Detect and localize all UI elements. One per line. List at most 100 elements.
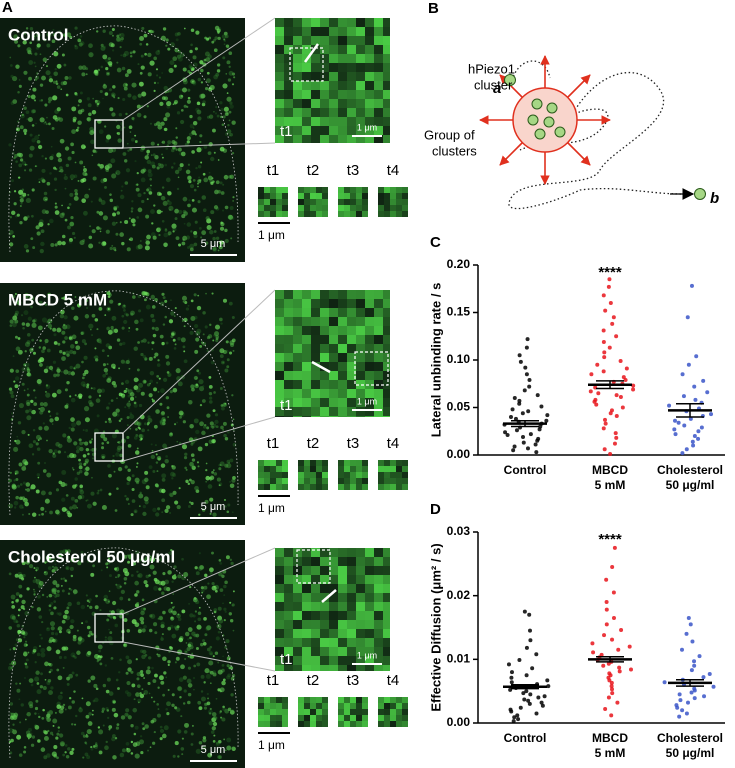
roi-box [94,432,124,462]
pixel [338,63,347,72]
speckle [44,103,48,107]
speckle [62,323,66,327]
speckle [140,340,144,343]
speckle [88,243,94,249]
speckle [116,124,121,130]
speckle [162,610,166,615]
pixel [347,407,356,416]
speckle [126,424,129,426]
speckle [230,693,234,697]
pixel [384,709,390,715]
pixel [304,478,310,484]
speckle [35,569,38,572]
speckle [13,380,16,383]
data-point [694,354,699,359]
speckle [42,422,45,425]
speckle [35,442,39,446]
speckle [79,706,82,709]
speckle [214,189,219,195]
data-point [518,705,523,710]
speckle [139,739,145,745]
speckle [41,179,46,183]
pixel [365,308,374,317]
speckle [70,619,75,624]
pixel [320,335,329,344]
speckle [40,648,46,654]
speckle [127,394,131,398]
speckle [57,116,61,120]
speckle [86,499,89,502]
pixel [302,126,311,135]
speckle [135,327,139,331]
speckle [45,365,50,370]
speckle [17,90,20,94]
speckle [161,72,164,74]
speckle [226,675,231,680]
speckle [171,703,175,708]
speckle [199,565,204,570]
trajectory [519,108,609,151]
speckle [119,46,122,49]
data-point [527,612,532,617]
pixel [390,199,396,205]
speckle [14,376,20,381]
speckle [130,137,135,142]
data-point [627,644,632,649]
pixel [276,187,282,193]
pixel [258,211,264,217]
speckle [16,734,22,740]
speckle [17,421,22,425]
speckle [115,205,119,209]
speckle [128,217,131,220]
speckle [59,350,63,354]
pixel [322,715,328,721]
pixel [276,478,282,484]
pixel [320,647,329,656]
speckle [53,341,58,345]
speckle [164,315,168,319]
pixel [347,575,356,584]
pixel [365,335,374,344]
data-point [678,698,683,703]
speckle [71,106,77,112]
speckle [107,61,110,64]
speckle [52,453,57,458]
speckle [147,681,151,686]
speckle [149,614,153,618]
pixel [374,117,383,126]
speckle [182,420,186,424]
speckle [191,631,196,636]
speckle [61,330,66,335]
speckle [170,311,175,316]
speckle [68,76,72,80]
speckle [100,569,103,572]
speckle [98,198,103,202]
speckle [80,731,85,736]
speckle [172,338,176,342]
pixel [258,199,264,205]
data-point [631,387,636,392]
speckle [151,326,155,330]
speckle [233,76,236,79]
speckle [126,247,131,252]
data-point [533,442,538,447]
speckle [177,147,182,152]
pixel [284,575,293,584]
speckle [194,566,198,570]
speckle [131,562,134,565]
speckle [224,112,229,117]
pixel [347,629,356,638]
speckle [102,373,106,378]
speckle [63,369,69,375]
speckle [82,210,88,216]
speckle [123,576,128,581]
speckle [154,444,157,447]
speckle [50,242,55,248]
speckle [174,706,178,710]
pixel [356,715,362,721]
speckle [185,479,189,484]
y-tick-label: 0.05 [447,400,471,414]
speckle [25,322,30,327]
speckle [99,488,103,492]
pixel [311,371,320,380]
